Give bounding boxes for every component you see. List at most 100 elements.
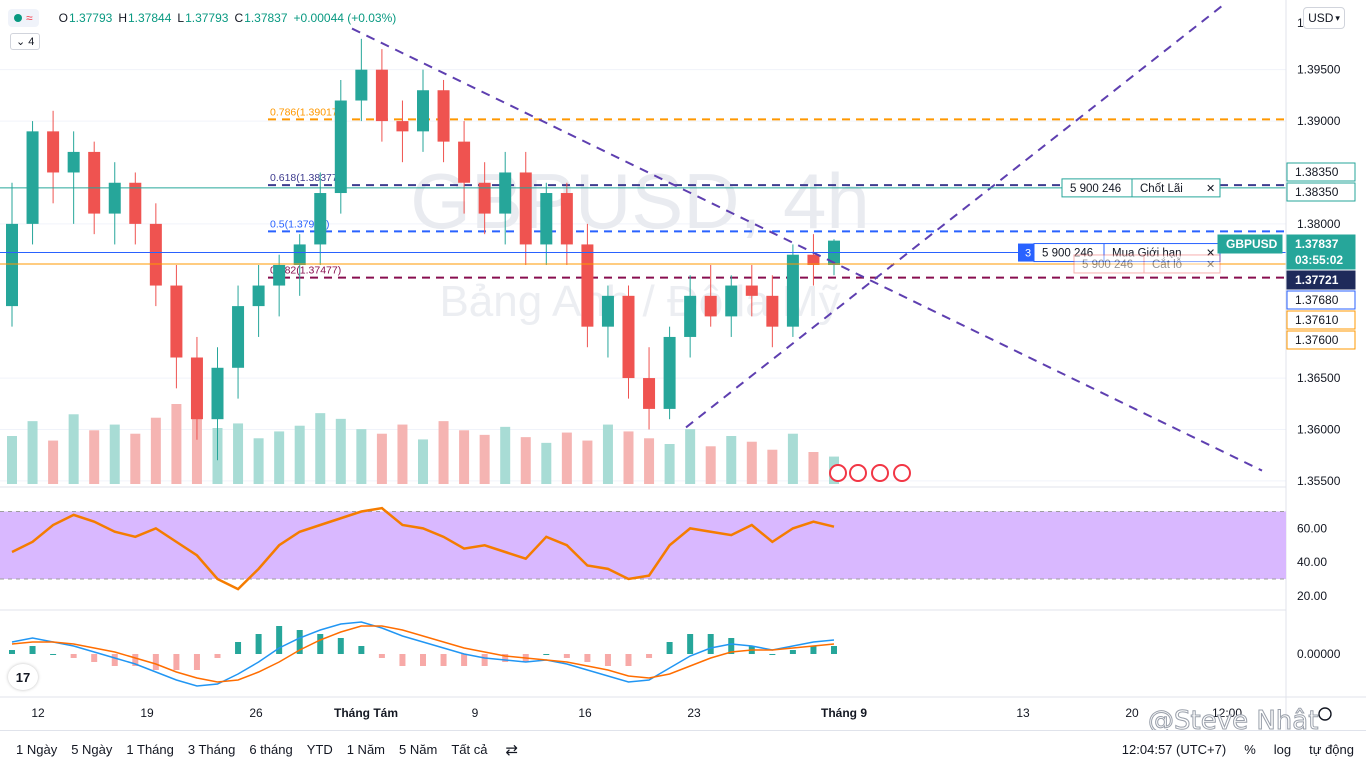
order-marker	[1018, 243, 1036, 262]
macd-histogram-bar	[810, 646, 817, 654]
clock-time[interactable]: 12:04:57 (UTC+7)	[1121, 742, 1227, 757]
range-button[interactable]: Tất cả	[451, 742, 488, 757]
fib-label: 0.382(1.37477)	[270, 265, 341, 277]
ohlc-close: 1.37837	[244, 11, 288, 25]
symbol-watermark-sub: Bảng Anh / Đô la Mỹ	[439, 277, 840, 326]
range-button[interactable]: 1 Năm	[346, 742, 386, 757]
ohlc-change: +0.00044 (+0.03%)	[293, 11, 397, 25]
volume-bar	[274, 431, 285, 484]
range-button[interactable]: 3 Tháng	[187, 742, 236, 757]
candle-body	[252, 285, 265, 307]
price-badges: 1.38350 1.38350 GBPUSD 1.37837 03:55:02 1.377…	[1217, 162, 1356, 350]
volume-bar	[561, 432, 572, 484]
price-badge	[1286, 330, 1356, 350]
close-icon[interactable]: ✕	[1206, 247, 1215, 260]
calendar-icon[interactable]: ⇄	[505, 741, 519, 759]
trade-orders[interactable]: 5 900 246 Chốt Lãi ✕3 5 900 246 Mua Giới hạn…	[0, 178, 1286, 274]
auto-scale-toggle[interactable]: tự động	[1309, 742, 1354, 757]
volume-bar	[602, 424, 613, 484]
volume-bar	[500, 426, 511, 484]
indicator-collapse-button[interactable]: ⌄ 4	[10, 33, 41, 50]
candle-body	[704, 295, 717, 317]
range-button[interactable]: YTD	[306, 742, 333, 757]
ohlc-high: 1.37844	[128, 11, 172, 25]
price-tick: 1	[1297, 16, 1304, 30]
macd-histogram-bar	[687, 634, 694, 654]
macd-histogram-bar	[789, 650, 796, 654]
candle-body	[293, 244, 306, 265]
range-button[interactable]: 5 Năm	[399, 742, 438, 757]
macd-histogram-bar	[440, 654, 447, 666]
candlesticks	[6, 38, 840, 461]
order-label: Mua Giới hạn	[1112, 248, 1182, 260]
candle-body	[786, 254, 799, 327]
volume-bar	[191, 409, 202, 484]
range-button[interactable]: 1 Ngày	[16, 742, 58, 757]
volume-bar	[48, 440, 59, 484]
fib-label: 0.618(1.38377)	[270, 172, 341, 184]
volume-bars	[7, 404, 839, 484]
candle-body	[745, 285, 758, 296]
uk-flag-icon[interactable]	[849, 464, 867, 482]
fib-retracement[interactable]: 0.786(1.39017)0.618(1.38377)0.5(1.37927)…	[268, 106, 1286, 279]
macd-histogram-bar	[276, 626, 283, 654]
time-tick: 20	[1125, 706, 1139, 720]
volume-bar	[27, 421, 38, 484]
bottom-right-controls: 12:04:57 (UTC+7) % log tự động	[1122, 742, 1354, 757]
macd-histogram-bar	[255, 634, 262, 654]
macd-histogram-bar	[502, 654, 509, 662]
log-toggle[interactable]: log	[1273, 742, 1292, 757]
close-icon[interactable]: ✕	[1206, 182, 1215, 195]
candle-body	[334, 100, 347, 194]
legend-toggle-button[interactable]: ≈	[8, 9, 39, 27]
rsi-pane[interactable]: 60.00 40.00 20.00	[0, 506, 1327, 603]
candle-body	[88, 151, 101, 214]
close-icon[interactable]: ✕	[1206, 258, 1215, 271]
macd-signal-line	[11, 625, 835, 683]
candle-body	[67, 151, 80, 173]
price-axis[interactable]: 1.39500 1.39000 1.38000 1.36500 1.36000 1.355…	[1297, 16, 1341, 488]
volume-bar	[685, 429, 696, 484]
order-qty: 5 900 246	[1042, 248, 1093, 260]
candle-body	[622, 295, 635, 379]
volume-bar	[459, 430, 470, 484]
candle-body	[232, 306, 245, 368]
us-flag-icon[interactable]	[829, 464, 847, 482]
uk-flag-icon[interactable]	[893, 464, 911, 482]
volume-bar	[726, 436, 737, 484]
range-button[interactable]: 1 Tháng	[126, 742, 174, 757]
tradingview-logo[interactable]: 17	[8, 664, 38, 690]
candle-body	[766, 295, 779, 327]
order-box[interactable]: 3 5 900 246 Mua Giới hạn ✕	[1018, 243, 1221, 263]
us-flag-icon[interactable]	[871, 464, 889, 482]
volume-bar	[520, 437, 531, 484]
candle-body	[478, 182, 491, 214]
candle-body	[663, 336, 676, 409]
volume-bar	[664, 444, 675, 484]
range-button[interactable]: 6 tháng	[249, 742, 293, 757]
order-box[interactable]: 5 900 246 Cắt lỗ ✕	[1073, 254, 1221, 274]
macd-pane[interactable]: 0.00000	[9, 621, 1341, 687]
time-axis[interactable]: 12 19 26 Tháng Tám 9 16 23 Tháng 9 13 20 12:00	[31, 706, 1242, 720]
macd-histogram-bar	[29, 646, 36, 654]
percent-toggle[interactable]: %	[1244, 742, 1256, 757]
order-box[interactable]: 5 900 246 Chốt Lãi ✕	[1061, 178, 1221, 198]
volume-bar	[479, 434, 490, 484]
candle-body	[643, 378, 656, 409]
time-tick: 13	[1016, 706, 1030, 720]
candle-body	[725, 285, 738, 317]
macd-histogram-bar	[9, 650, 15, 654]
trend-lines[interactable]	[351, 5, 1263, 472]
order-qty: 5 900 246	[1070, 183, 1121, 195]
axis-settings[interactable]	[1318, 707, 1332, 721]
wave-icon: ≈	[26, 11, 33, 25]
gear-icon[interactable]	[1318, 707, 1332, 721]
candle-body	[807, 254, 820, 265]
range-button[interactable]: 5 Ngày	[71, 742, 113, 757]
economic-events[interactable]	[829, 464, 911, 482]
currency-select[interactable]: USD ▾	[1303, 7, 1345, 29]
macd-histogram-bar	[296, 630, 303, 654]
chart-canvas[interactable]: GBPUSD, 4h Bảng Anh / Đô la Mỹ 0.786(1.3…	[0, 0, 1366, 730]
macd-histogram-bar	[666, 642, 673, 654]
rsi-line	[11, 506, 835, 591]
